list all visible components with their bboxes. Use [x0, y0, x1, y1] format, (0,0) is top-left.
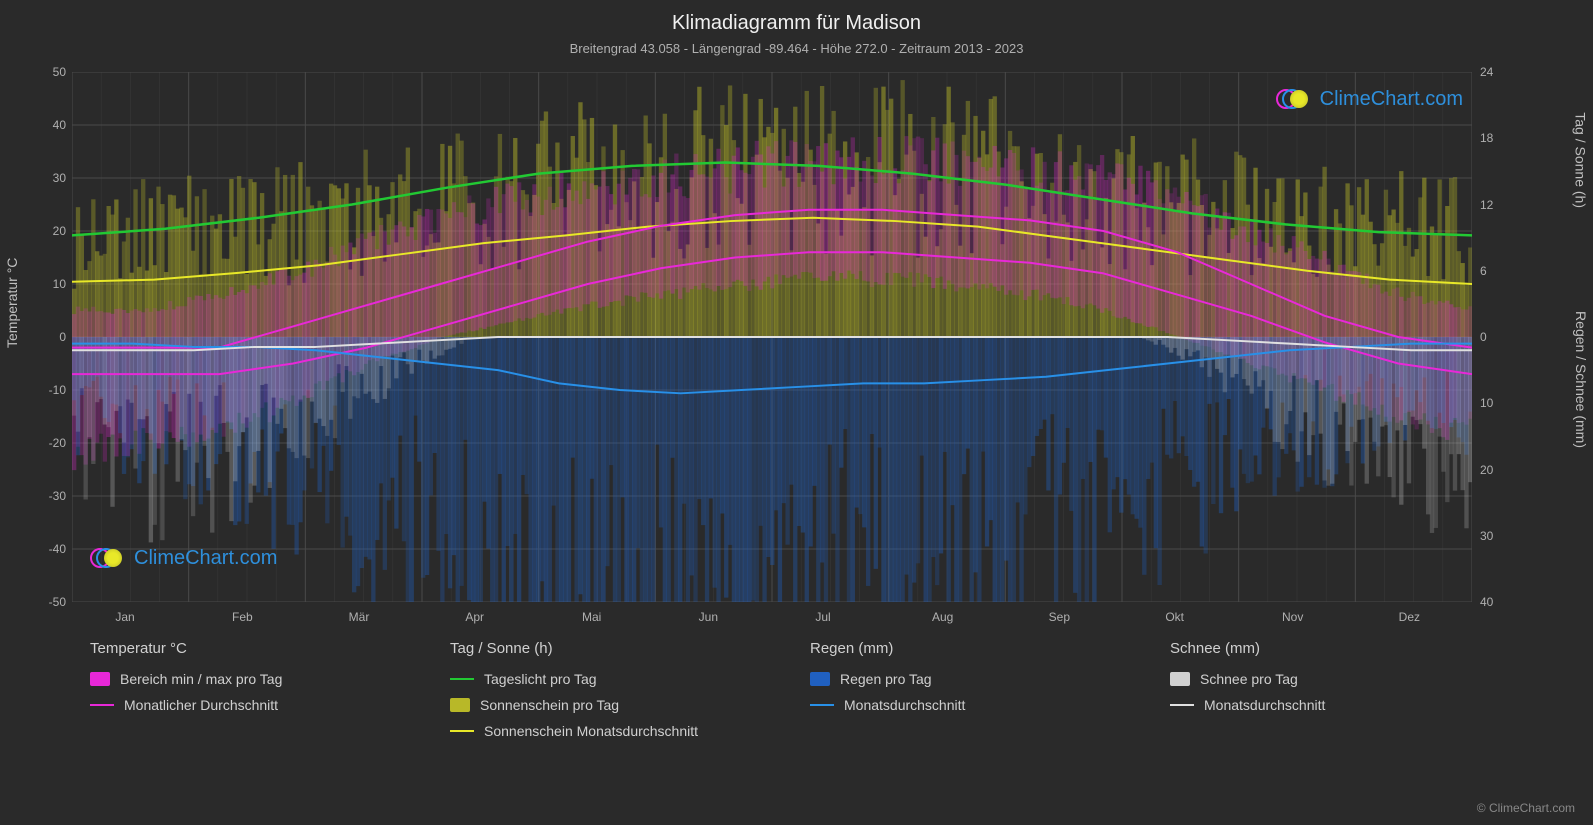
legend-item: Schnee pro Tag — [1170, 671, 1510, 687]
legend-swatch — [1170, 672, 1190, 686]
legend-column: Schnee (mm) Schnee pro Tag Monatsdurchschn… — [1170, 640, 1510, 749]
right-bottom-tick-label: 40 — [1480, 595, 1493, 609]
right-bottom-tick-label: 10 — [1480, 396, 1493, 410]
month-label: Sep — [1049, 610, 1070, 624]
month-label: Aug — [932, 610, 953, 624]
left-tick-label: 10 — [53, 277, 66, 291]
left-tick-label: 20 — [53, 224, 66, 238]
left-tick-label: -30 — [49, 489, 66, 503]
right-top-tick-label: 6 — [1480, 264, 1487, 278]
legend-item: Sonnenschein pro Tag — [450, 697, 790, 713]
legend-header: Tag / Sonne (h) — [450, 640, 790, 657]
plot-svg — [72, 72, 1472, 602]
month-label: Mär — [349, 610, 370, 624]
left-tick-label: -50 — [49, 595, 66, 609]
legend-item: Monatsdurchschnitt — [810, 697, 1150, 713]
right-top-tick-label: 24 — [1480, 65, 1493, 79]
left-tick-label: -40 — [49, 542, 66, 556]
axis-label-right-bottom: Regen / Schnee (mm) — [1573, 311, 1589, 448]
legend-label: Monatsdurchschnitt — [1204, 697, 1325, 713]
left-tick-label: 30 — [53, 171, 66, 185]
legend-column: Regen (mm) Regen pro Tag Monatsdurchschnit… — [810, 640, 1150, 749]
right-bottom-tick-label: 20 — [1480, 463, 1493, 477]
left-tick-label: 50 — [53, 65, 66, 79]
copyright: © ClimeChart.com — [1477, 801, 1575, 815]
legend-label: Sonnenschein pro Tag — [480, 697, 619, 713]
legend-swatch — [450, 730, 474, 732]
month-label: Jul — [815, 610, 830, 624]
watermark-bottom: ClimeChart.com — [90, 545, 277, 571]
chart-subtitle: Breitengrad 43.058 - Längengrad -89.464 … — [0, 35, 1593, 56]
legend-item: Regen pro Tag — [810, 671, 1150, 687]
right-bottom-tick-label: 30 — [1480, 529, 1493, 543]
legend-column: Temperatur °C Bereich min / max pro Tag Mo… — [90, 640, 430, 749]
watermark-logo-icon — [90, 545, 126, 571]
legend-column: Tag / Sonne (h) Tageslicht pro Tag Sonnens… — [450, 640, 790, 749]
legend-swatch — [810, 672, 830, 686]
legend-item: Monatsdurchschnitt — [1170, 697, 1510, 713]
legend-swatch — [1170, 704, 1194, 706]
legend-label: Bereich min / max pro Tag — [120, 671, 282, 687]
legend-header: Schnee (mm) — [1170, 640, 1510, 657]
month-label: Apr — [465, 610, 484, 624]
left-tick-label: 0 — [59, 330, 66, 344]
legend-swatch — [90, 672, 110, 686]
month-label: Jan — [115, 610, 134, 624]
month-label: Jun — [699, 610, 718, 624]
legend-label: Tageslicht pro Tag — [484, 671, 597, 687]
legend-header: Temperatur °C — [90, 640, 430, 657]
right-top-tick-label: 0 — [1480, 330, 1487, 344]
right-top-tick-label: 12 — [1480, 198, 1493, 212]
chart-title: Klimadiagramm für Madison — [0, 0, 1593, 35]
month-label: Dez — [1399, 610, 1420, 624]
right-top-tick-label: 18 — [1480, 131, 1493, 145]
legend-label: Sonnenschein Monatsdurchschnitt — [484, 723, 698, 739]
legend-item: Bereich min / max pro Tag — [90, 671, 430, 687]
watermark-text: ClimeChart.com — [134, 547, 277, 570]
legend-swatch — [90, 704, 114, 706]
legend-item: Sonnenschein Monatsdurchschnitt — [450, 723, 790, 739]
legend-swatch — [810, 704, 834, 706]
legend-item: Monatlicher Durchschnitt — [90, 697, 430, 713]
month-label: Mai — [582, 610, 601, 624]
chart-container: Klimadiagramm für Madison Breitengrad 43… — [0, 0, 1593, 825]
left-tick-label: 40 — [53, 118, 66, 132]
legend-swatch — [450, 678, 474, 680]
month-label: Okt — [1165, 610, 1184, 624]
legend-swatch — [450, 698, 470, 712]
watermark-logo-icon — [1276, 86, 1312, 112]
left-tick-label: -10 — [49, 383, 66, 397]
watermark-text: ClimeChart.com — [1320, 88, 1463, 111]
month-label: Nov — [1282, 610, 1303, 624]
legend-item: Tageslicht pro Tag — [450, 671, 790, 687]
legend-label: Monatlicher Durchschnitt — [124, 697, 278, 713]
month-label: Feb — [232, 610, 253, 624]
legend-header: Regen (mm) — [810, 640, 1150, 657]
legend: Temperatur °C Bereich min / max pro Tag Mo… — [90, 640, 1510, 749]
watermark-top: ClimeChart.com — [1276, 86, 1463, 112]
legend-label: Monatsdurchschnitt — [844, 697, 965, 713]
axis-label-right-top: Tag / Sonne (h) — [1573, 112, 1589, 208]
axis-label-left: Temperatur °C — [4, 258, 20, 348]
legend-label: Regen pro Tag — [840, 671, 932, 687]
left-tick-label: -20 — [49, 436, 66, 450]
legend-label: Schnee pro Tag — [1200, 671, 1298, 687]
